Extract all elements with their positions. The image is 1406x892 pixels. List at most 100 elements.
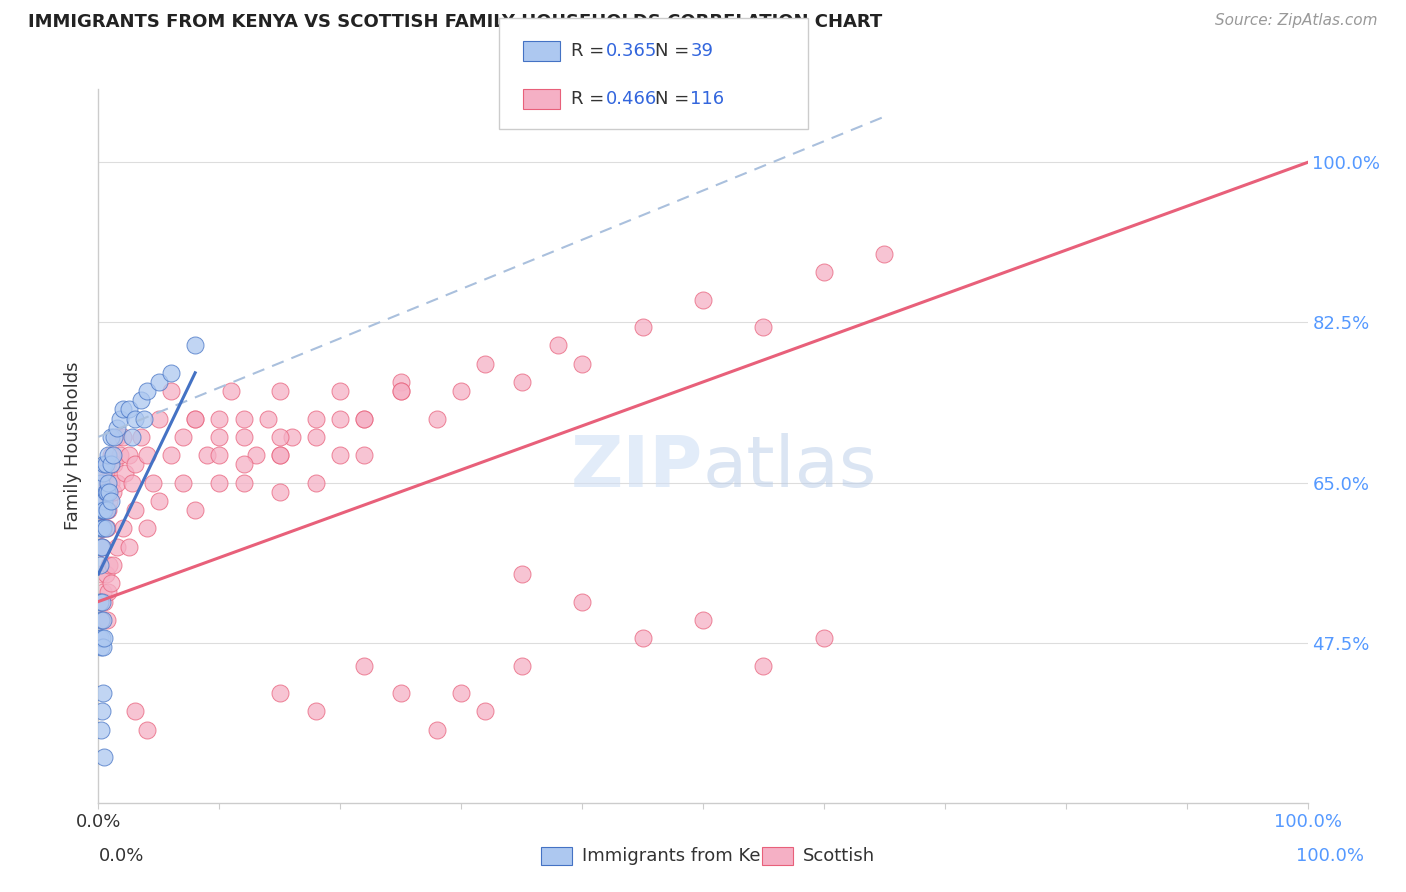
Point — [94, 567, 117, 582]
Text: 116: 116 — [690, 90, 724, 108]
Point — [353, 411, 375, 425]
Point — [269, 384, 291, 398]
Point — [389, 375, 412, 389]
Point — [94, 467, 117, 481]
Point — [135, 723, 157, 737]
Point — [245, 448, 267, 462]
Point — [89, 631, 111, 645]
Point — [389, 686, 412, 700]
Point — [631, 631, 654, 645]
Point — [135, 521, 157, 535]
Point — [91, 503, 114, 517]
Point — [91, 631, 114, 645]
Point — [105, 430, 128, 444]
Point — [148, 375, 170, 389]
Point — [97, 475, 120, 490]
Point — [426, 411, 449, 425]
Point — [148, 494, 170, 508]
Point — [813, 265, 835, 279]
Text: Source: ZipAtlas.com: Source: ZipAtlas.com — [1215, 13, 1378, 29]
Point — [91, 613, 114, 627]
Point — [118, 402, 141, 417]
Point — [89, 521, 111, 535]
Point — [90, 640, 112, 655]
Point — [256, 411, 278, 425]
Point — [93, 484, 115, 499]
Point — [160, 366, 183, 380]
Point — [93, 521, 115, 535]
Point — [91, 467, 114, 481]
Point — [90, 503, 112, 517]
Point — [96, 521, 118, 535]
Point — [329, 411, 352, 425]
Point — [208, 411, 231, 425]
Point — [89, 503, 111, 517]
Point — [269, 448, 291, 462]
Point — [305, 430, 328, 444]
Point — [90, 567, 112, 582]
Point — [813, 631, 835, 645]
Point — [450, 384, 472, 398]
Point — [129, 393, 152, 408]
Text: N =: N = — [655, 42, 695, 60]
Point — [142, 475, 165, 490]
Point — [510, 375, 533, 389]
Point — [103, 430, 125, 444]
Point — [101, 484, 124, 499]
Point — [94, 503, 117, 517]
Point — [100, 430, 122, 444]
Point — [100, 494, 122, 508]
Point — [93, 503, 115, 517]
Text: 39: 39 — [690, 42, 713, 60]
Point — [91, 521, 114, 535]
Text: R =: R = — [571, 90, 610, 108]
Point — [195, 448, 218, 462]
Point — [111, 402, 134, 417]
Point — [571, 594, 593, 608]
Point — [124, 704, 146, 718]
Point — [96, 613, 118, 627]
Point — [105, 540, 128, 554]
Point — [111, 430, 134, 444]
Point — [184, 503, 207, 517]
Point — [100, 458, 122, 472]
Point — [98, 484, 121, 499]
Point — [121, 430, 143, 444]
Point — [91, 494, 114, 508]
Text: Immigrants from Kenya: Immigrants from Kenya — [582, 847, 794, 865]
Point — [184, 411, 207, 425]
Point — [97, 458, 120, 472]
Point — [90, 723, 112, 737]
Point — [129, 430, 152, 444]
Text: 0.365: 0.365 — [606, 42, 658, 60]
Point — [101, 558, 124, 572]
Point — [269, 686, 291, 700]
Text: 100.0%: 100.0% — [1296, 847, 1364, 865]
Point — [329, 448, 352, 462]
Point — [90, 540, 112, 554]
Point — [98, 494, 121, 508]
Point — [160, 384, 183, 398]
Point — [692, 613, 714, 627]
Point — [93, 494, 115, 508]
Point — [97, 503, 120, 517]
Point — [94, 484, 117, 499]
Point — [474, 704, 496, 718]
Point — [208, 430, 231, 444]
Point — [98, 558, 121, 572]
Point — [269, 430, 291, 444]
Text: N =: N = — [655, 90, 695, 108]
Point — [752, 658, 775, 673]
Point — [93, 594, 115, 608]
Point — [305, 475, 328, 490]
Point — [208, 448, 231, 462]
Point — [93, 750, 115, 764]
Point — [96, 503, 118, 517]
Point — [93, 458, 115, 472]
Point — [89, 540, 111, 554]
Point — [91, 585, 114, 599]
Point — [96, 484, 118, 499]
Point — [208, 475, 231, 490]
Point — [103, 458, 125, 472]
Point — [118, 540, 141, 554]
